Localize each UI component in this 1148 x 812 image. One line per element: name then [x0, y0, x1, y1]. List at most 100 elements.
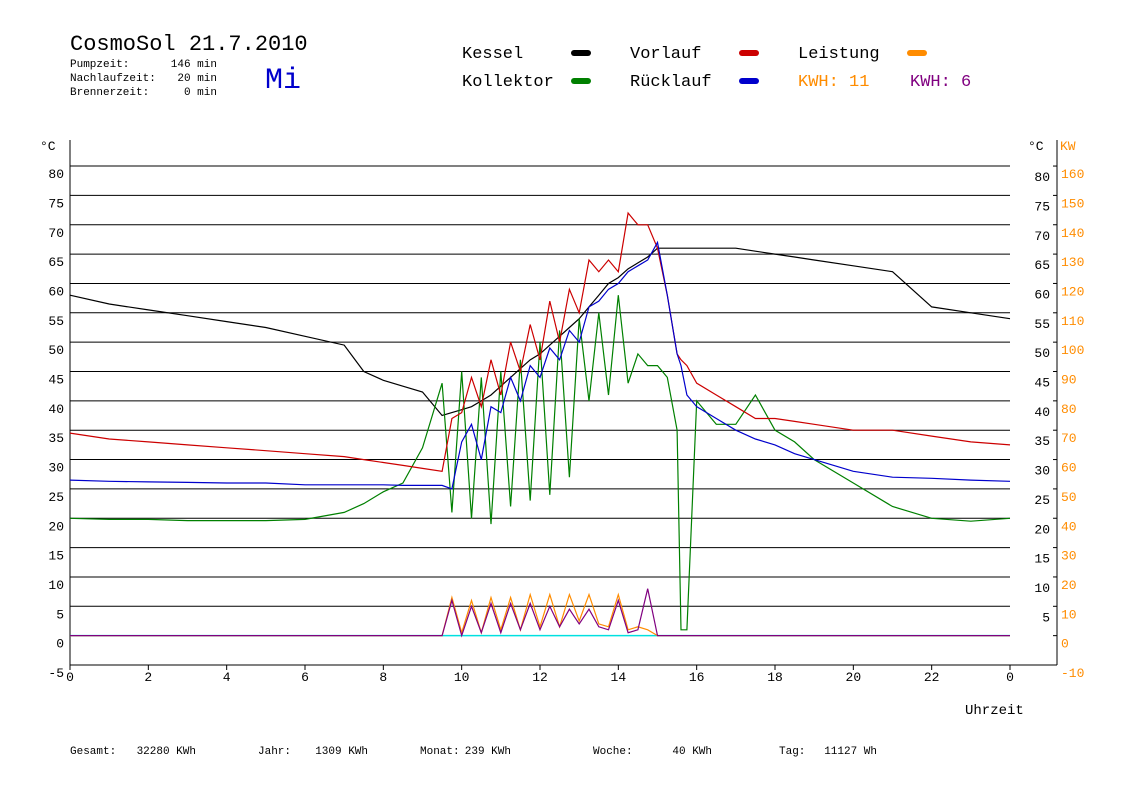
x-tick-label: 8 — [379, 670, 387, 685]
y-tick-label: 0 — [56, 637, 64, 652]
y2-tick-label: 130 — [1061, 255, 1084, 270]
y2-tick-label: 0 — [1061, 637, 1069, 652]
chart-title: CosmoSol 21.7.2010 — [70, 32, 308, 57]
y2-tick-label: 30 — [1061, 549, 1077, 564]
total-label: KWH: 6 — [910, 73, 971, 92]
series-line — [69, 247, 1011, 417]
legend-label: Kessel — [462, 45, 523, 64]
x-tick-label: 2 — [144, 670, 152, 685]
x-tick-label: 0 — [1006, 670, 1014, 685]
info-value: 0 min — [184, 87, 217, 99]
y-tick-label-right: 50 — [1034, 346, 1050, 361]
y-tick-label-right: 30 — [1034, 464, 1050, 479]
y-tick-label-right: 80 — [1034, 170, 1050, 185]
x-axis-label: Uhrzeit — [965, 703, 1024, 719]
y2-tick-label: 50 — [1061, 490, 1077, 505]
y2-tick-label: 100 — [1061, 343, 1084, 358]
y-tick-label: 5 — [56, 607, 64, 622]
info-value: 146 min — [171, 59, 217, 71]
legend-label: Vorlauf — [630, 45, 701, 64]
y-tick-label: 45 — [48, 373, 64, 388]
footer-value: 1309 KWh — [315, 746, 368, 758]
y-tick-label: 60 — [48, 284, 64, 299]
x-tick-label: 4 — [223, 670, 231, 685]
x-tick-label: 12 — [532, 670, 548, 685]
x-tick-label: 18 — [767, 670, 783, 685]
legend-label: Leistung — [798, 45, 880, 64]
series-line — [69, 211, 1011, 472]
x-tick-label: 14 — [611, 670, 627, 685]
info-label: Brennerzeit: — [70, 87, 149, 99]
y-tick-label-right: 10 — [1034, 581, 1050, 596]
y-tick-label: 25 — [48, 490, 64, 505]
info-label: Pumpzeit: — [70, 59, 129, 71]
y-tick-label-right: 15 — [1034, 552, 1050, 567]
x-tick-label: 0 — [66, 670, 74, 685]
footer-label: Woche: — [593, 746, 633, 758]
y2-tick-label: 40 — [1061, 519, 1077, 534]
y2-tick-label: 140 — [1061, 226, 1084, 241]
y-tick-label: 50 — [48, 343, 64, 358]
y-tick-label-right: 75 — [1034, 199, 1050, 214]
legend-label: Rücklauf — [630, 73, 712, 92]
x-tick-label: 6 — [301, 670, 309, 685]
y-tick-label: 15 — [48, 549, 64, 564]
x-tick-label: 16 — [689, 670, 705, 685]
footer-label: Tag: — [779, 746, 805, 758]
total-label: KWH: 11 — [798, 73, 869, 92]
y-tick-label-right: 25 — [1034, 493, 1050, 508]
footer-label: Monat: — [420, 746, 460, 758]
y2-tick-label: 90 — [1061, 373, 1077, 388]
y-tick-label-right: 45 — [1034, 376, 1050, 391]
y-tick-label: 10 — [48, 578, 64, 593]
y-tick-label: 65 — [48, 255, 64, 270]
y2-tick-label: 70 — [1061, 431, 1077, 446]
y2-tick-label: 160 — [1061, 167, 1084, 182]
y-tick-label-right: 65 — [1034, 258, 1050, 273]
y-tick-label-right: 35 — [1034, 434, 1050, 449]
y2-tick-label: 10 — [1061, 607, 1077, 622]
y-tick-label: 30 — [48, 461, 64, 476]
y-tick-label: 35 — [48, 431, 64, 446]
y-tick-label: -5 — [48, 666, 64, 681]
y2-tick-label: -10 — [1061, 666, 1084, 681]
footer-value: 40 KWh — [672, 746, 712, 758]
series-line — [69, 240, 1011, 490]
y2-tick-label: 60 — [1061, 461, 1077, 476]
y-tick-label-right: 40 — [1034, 405, 1050, 420]
y2-tick-label: 110 — [1061, 314, 1084, 329]
x-tick-label: 20 — [846, 670, 862, 685]
y-tick-label: 75 — [48, 196, 64, 211]
y-tick-label: 20 — [48, 519, 64, 534]
x-tick-label: 22 — [924, 670, 940, 685]
y2-tick-label: 20 — [1061, 578, 1077, 593]
footer-label: Jahr: — [258, 746, 291, 758]
y2-unit: KW — [1060, 139, 1076, 154]
y-tick-label: 70 — [48, 226, 64, 241]
y-tick-label-right: 20 — [1034, 522, 1050, 537]
y-tick-label-right: 70 — [1034, 229, 1050, 244]
y-tick-label-right: 55 — [1034, 317, 1050, 332]
y-tick-label-right: 5 — [1042, 610, 1050, 625]
info-label: Nachlaufzeit: — [70, 73, 156, 85]
footer-label: Gesamt: — [70, 746, 116, 758]
weekday: Mi — [265, 64, 301, 98]
x-tick-label: 10 — [454, 670, 470, 685]
y-tick-label-right: 60 — [1034, 287, 1050, 302]
info-value: 20 min — [177, 73, 217, 85]
series-line — [69, 295, 1011, 631]
y2-tick-label: 80 — [1061, 402, 1077, 417]
series-line — [70, 588, 1010, 638]
y-tick-label: 80 — [48, 167, 64, 182]
footer-value: 239 KWh — [465, 746, 511, 758]
y-unit: °C — [40, 139, 56, 154]
footer-value: 32280 KWh — [137, 746, 196, 758]
y-unit-right: °C — [1028, 139, 1044, 154]
y-tick-label: 40 — [48, 402, 64, 417]
y-tick-label: 55 — [48, 314, 64, 329]
y2-tick-label: 150 — [1061, 196, 1084, 211]
footer-value: 11127 Wh — [824, 746, 877, 758]
legend-label: Kollektor — [462, 73, 554, 92]
y2-tick-label: 120 — [1061, 284, 1084, 299]
